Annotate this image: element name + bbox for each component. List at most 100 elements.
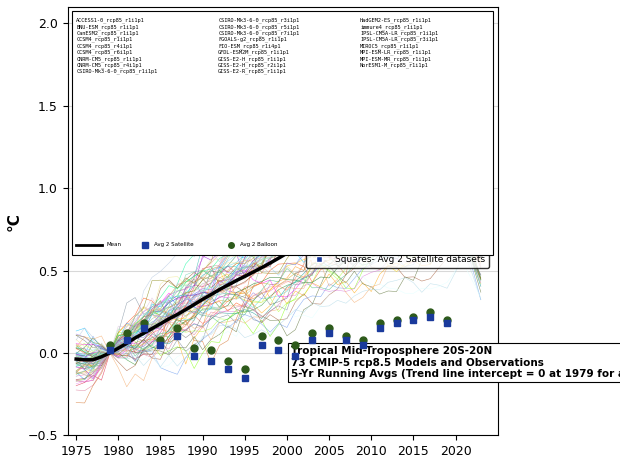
Avg 2 Balloon (291, 342, 299, 347)
Avg 2 Balloon (443, 317, 451, 323)
Avg 2 Satellite (410, 317, 417, 323)
Avg 2 Satellite (241, 375, 249, 380)
Mean (384, 194, 392, 199)
Mean (418, 173, 425, 178)
Mean (157, 321, 164, 326)
Avg 2 Balloon (275, 337, 282, 343)
Mean (435, 163, 443, 169)
Avg 2 Balloon (207, 347, 215, 352)
Mean (216, 287, 223, 292)
Text: Avg 2 Satellite: Avg 2 Satellite (154, 242, 193, 247)
Text: CSIRO-Mk3-6-0_rcp85_r3i1p1
CSIRO-Mk3-6-0_rcp85_r5i1p1
CSIRO-Mk3-6-0_rcp85_r7i1p1: CSIRO-Mk3-6-0_rcp85_r3i1p1 CSIRO-Mk3-6-0… (218, 18, 299, 74)
Avg 2 Balloon (342, 334, 350, 339)
Text: Mean: Mean (107, 242, 122, 247)
Mean (401, 183, 409, 188)
Avg 2 Balloon (376, 320, 383, 326)
Avg 2 Satellite (123, 337, 130, 343)
Avg 2 Satellite (258, 342, 265, 347)
Avg 2 Balloon (410, 314, 417, 319)
Mean (267, 260, 274, 266)
Mean (427, 168, 434, 173)
Avg 2 Satellite (157, 342, 164, 347)
Mean (199, 297, 206, 302)
Mean (89, 357, 97, 363)
Mean (165, 316, 172, 322)
Mean (334, 221, 341, 227)
Mean (224, 282, 232, 288)
Mean (106, 350, 113, 356)
Avg 2 Satellite (291, 353, 299, 359)
Mean (443, 159, 451, 165)
Mean (376, 199, 383, 205)
Mean (460, 176, 467, 182)
Mean (342, 217, 350, 223)
Line: Avg 2 Satellite: Avg 2 Satellite (107, 313, 451, 381)
Mean (351, 213, 358, 219)
Mean (258, 265, 265, 271)
Avg 2 Balloon (106, 342, 113, 347)
Mean (123, 340, 130, 346)
Avg 2 Balloon (393, 317, 401, 323)
Mean (241, 273, 249, 279)
Avg 2 Satellite (427, 314, 434, 319)
Mean (148, 326, 156, 332)
Avg 2 Balloon (309, 331, 316, 336)
Text: ACCESS1-0_rcp85_r1i1p1
BNU-ESM_rcp85_r1i1p1
CanESM2_rcp85_r1i1p1
CCSM4_rcp85_r1i: ACCESS1-0_rcp85_r1i1p1 BNU-ESM_rcp85_r1i… (76, 18, 157, 74)
Avg 2 Satellite (224, 366, 232, 372)
Avg 2 Satellite (376, 326, 383, 331)
Mean (469, 214, 476, 220)
Mean (410, 178, 417, 183)
Avg 2 Balloon (258, 334, 265, 339)
Text: Tropical Mid-Troposphere 20S-20N
73 CMIP-5 rcp8.5 Models and Observations
5-Yr R: Tropical Mid-Troposphere 20S-20N 73 CMIP… (291, 346, 620, 379)
Mean (283, 251, 291, 256)
Mean (140, 331, 148, 336)
Mean (81, 357, 88, 363)
Line: Avg 2 Balloon: Avg 2 Balloon (107, 308, 451, 373)
Avg 2 Satellite (190, 353, 198, 359)
Mean (190, 302, 198, 307)
Mean (98, 354, 105, 359)
Mean (477, 253, 485, 259)
Avg 2 Balloon (174, 326, 181, 331)
Mean (291, 246, 299, 251)
Avg 2 Satellite (393, 320, 401, 326)
Avg 2 Satellite (326, 331, 333, 336)
Avg 2 Satellite (359, 342, 366, 347)
Mean (131, 335, 139, 341)
Avg 2 Satellite (140, 326, 148, 331)
Mean (115, 345, 122, 351)
Line: Mean: Mean (76, 162, 481, 360)
Mean (249, 269, 257, 275)
Legend: Circles - Avg 4 Balloon datasets, Squares- Avg 2 Satellite datasets: Circles - Avg 4 Balloon datasets, Square… (306, 224, 489, 268)
Avg 2 Balloon (224, 359, 232, 364)
Mean (393, 188, 401, 194)
Avg 2 Satellite (342, 337, 350, 343)
Avg 2 Satellite (309, 337, 316, 343)
Avg 2 Balloon (359, 337, 366, 343)
Mean (368, 204, 375, 210)
Text: HadGEM2-ES_rcp85_r1i1p1
immure4_rcp85_r1i1p1
IPSL-CM5A-LR_rcp85_r1i1p1
IPSL-CM5A: HadGEM2-ES_rcp85_r1i1p1 immure4_rcp85_r1… (360, 18, 438, 68)
Mean (300, 240, 308, 246)
FancyBboxPatch shape (72, 11, 494, 255)
Y-axis label: °C: °C (7, 212, 22, 231)
Avg 2 Balloon (241, 366, 249, 372)
Mean (317, 230, 324, 236)
Mean (309, 235, 316, 240)
Avg 2 Satellite (106, 347, 113, 352)
Mean (207, 292, 215, 297)
Mean (452, 163, 459, 169)
Mean (182, 307, 190, 312)
Avg 2 Balloon (190, 345, 198, 351)
Mean (73, 356, 80, 362)
Mean (174, 312, 181, 317)
Avg 2 Balloon (123, 331, 130, 336)
Avg 2 Satellite (275, 347, 282, 352)
Avg 2 Satellite (443, 320, 451, 326)
Avg 2 Balloon (157, 337, 164, 343)
Mean (275, 255, 282, 261)
Text: Avg 2 Balloon: Avg 2 Balloon (240, 242, 277, 247)
Avg 2 Balloon (427, 309, 434, 314)
Avg 2 Satellite (174, 334, 181, 339)
Avg 2 Balloon (326, 326, 333, 331)
Mean (359, 209, 366, 214)
